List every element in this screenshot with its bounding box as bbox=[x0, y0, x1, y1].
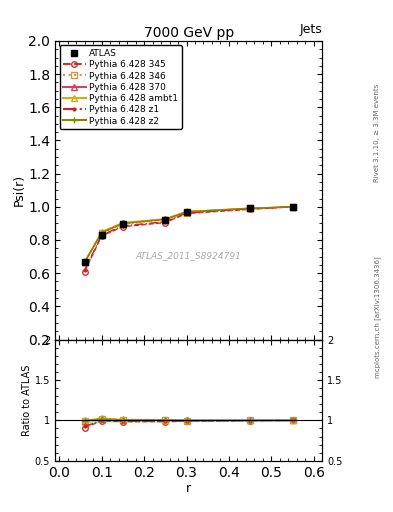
Line: Pythia 6.428 z2: Pythia 6.428 z2 bbox=[82, 204, 296, 265]
Y-axis label: Psi(r): Psi(r) bbox=[12, 174, 25, 206]
Pythia 6.428 z2 bbox=[290, 204, 295, 210]
Pythia 6.428 ambt1 bbox=[99, 229, 104, 235]
Pythia 6.428 z2 bbox=[121, 220, 125, 226]
Pythia 6.428 345 bbox=[99, 233, 104, 239]
Pythia 6.428 z2 bbox=[184, 209, 189, 215]
Text: Rivet 3.1.10, ≥ 3.3M events: Rivet 3.1.10, ≥ 3.3M events bbox=[374, 84, 380, 182]
Pythia 6.428 346 bbox=[248, 205, 253, 211]
Pythia 6.428 ambt1 bbox=[83, 259, 87, 265]
Pythia 6.428 345 bbox=[83, 268, 87, 274]
Pythia 6.428 370 bbox=[248, 205, 253, 211]
Pythia 6.428 370 bbox=[83, 259, 87, 265]
Pythia 6.428 370 bbox=[99, 229, 104, 236]
Pythia 6.428 345 bbox=[248, 206, 253, 212]
Pythia 6.428 z2 bbox=[163, 216, 168, 222]
Pythia 6.428 346 bbox=[83, 259, 87, 265]
Pythia 6.428 ambt1 bbox=[163, 216, 168, 222]
Pythia 6.428 345 bbox=[184, 210, 189, 217]
Pythia 6.428 346 bbox=[163, 217, 168, 223]
Pythia 6.428 ambt1 bbox=[121, 220, 125, 226]
Pythia 6.428 z1 bbox=[184, 210, 189, 216]
Pythia 6.428 z1 bbox=[83, 267, 87, 273]
Pythia 6.428 370 bbox=[163, 216, 168, 222]
Pythia 6.428 346 bbox=[121, 221, 125, 227]
Pythia 6.428 346 bbox=[290, 204, 295, 210]
Pythia 6.428 370 bbox=[290, 204, 295, 210]
Pythia 6.428 z2 bbox=[83, 259, 87, 265]
Legend: ATLAS, Pythia 6.428 345, Pythia 6.428 346, Pythia 6.428 370, Pythia 6.428 ambt1,: ATLAS, Pythia 6.428 345, Pythia 6.428 34… bbox=[59, 46, 182, 129]
Text: Jets: Jets bbox=[299, 24, 322, 36]
Pythia 6.428 z2 bbox=[248, 205, 253, 211]
Pythia 6.428 345 bbox=[163, 220, 168, 226]
Pythia 6.428 346 bbox=[184, 209, 189, 216]
Line: Pythia 6.428 ambt1: Pythia 6.428 ambt1 bbox=[82, 204, 296, 264]
Title: 7000 GeV pp: 7000 GeV pp bbox=[143, 26, 234, 40]
Pythia 6.428 ambt1 bbox=[184, 208, 189, 215]
Y-axis label: Ratio to ATLAS: Ratio to ATLAS bbox=[22, 365, 32, 436]
Pythia 6.428 z1 bbox=[248, 206, 253, 212]
Pythia 6.428 345 bbox=[290, 204, 295, 210]
Line: Pythia 6.428 346: Pythia 6.428 346 bbox=[82, 204, 296, 265]
Line: Pythia 6.428 345: Pythia 6.428 345 bbox=[82, 204, 296, 274]
Line: Pythia 6.428 370: Pythia 6.428 370 bbox=[82, 204, 296, 265]
Pythia 6.428 z1 bbox=[290, 204, 295, 210]
Pythia 6.428 ambt1 bbox=[290, 204, 295, 210]
Pythia 6.428 z1 bbox=[99, 232, 104, 238]
Pythia 6.428 370 bbox=[184, 209, 189, 215]
Line: Pythia 6.428 z1: Pythia 6.428 z1 bbox=[82, 204, 296, 272]
Pythia 6.428 346 bbox=[99, 230, 104, 237]
Pythia 6.428 z1 bbox=[163, 219, 168, 225]
Text: ATLAS_2011_S8924791: ATLAS_2011_S8924791 bbox=[136, 251, 242, 261]
Pythia 6.428 ambt1 bbox=[248, 205, 253, 211]
Pythia 6.428 345 bbox=[121, 224, 125, 230]
X-axis label: r: r bbox=[186, 482, 191, 496]
Pythia 6.428 z1 bbox=[121, 223, 125, 229]
Text: mcplots.cern.ch [arXiv:1306.3436]: mcplots.cern.ch [arXiv:1306.3436] bbox=[374, 257, 381, 378]
Pythia 6.428 370 bbox=[121, 220, 125, 226]
Pythia 6.428 z2 bbox=[99, 229, 104, 236]
